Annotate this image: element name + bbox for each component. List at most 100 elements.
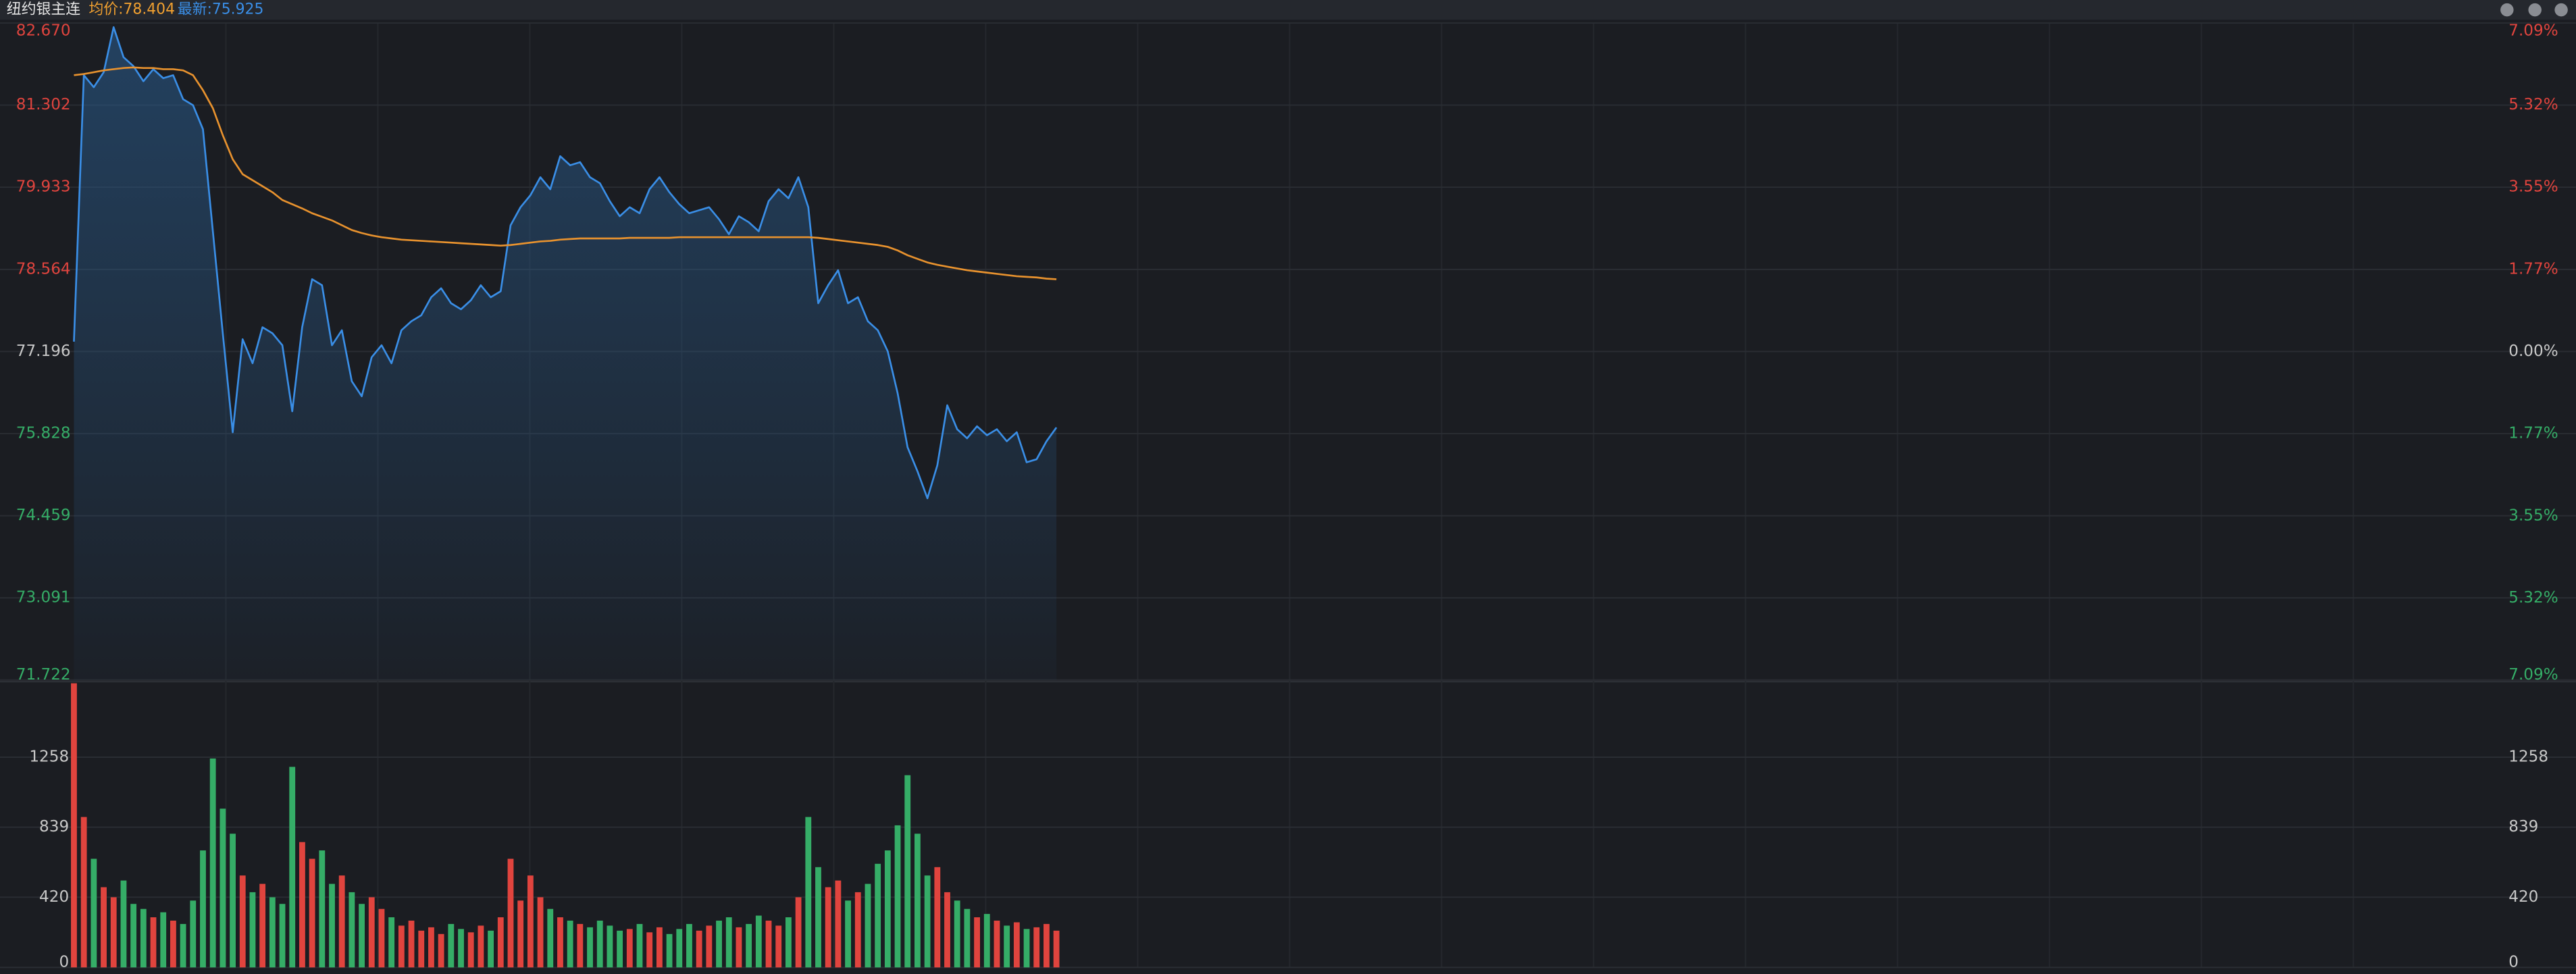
price-line: [74, 66, 1057, 280]
volume-bar: [924, 875, 931, 968]
header-bar: [0, 0, 2576, 20]
settings-button[interactable]: [2554, 3, 2568, 17]
y-tick-label: 78.564: [16, 260, 71, 278]
y2-tick-label: 1258: [2508, 748, 2548, 765]
volume-bar: [636, 923, 643, 968]
volume-bar: [646, 932, 653, 968]
volume-bar: [497, 917, 504, 968]
volume-bar: [676, 929, 683, 968]
volume-bar: [101, 887, 107, 968]
y2-tick-label: 1.77%: [2508, 260, 2558, 278]
volume-bar: [428, 927, 434, 968]
volume-bar: [398, 925, 405, 968]
y2-tick-label: 839: [2508, 818, 2538, 836]
volume-bar: [666, 933, 673, 968]
volume-bar: [200, 850, 206, 968]
volume-bar: [854, 892, 861, 968]
volume-bar: [408, 920, 415, 968]
volume-bar: [617, 930, 623, 968]
y2-tick-label: 7.09%: [2508, 22, 2558, 40]
volume-bar: [80, 817, 87, 968]
volume-bar: [438, 933, 444, 968]
y-tick-label: 75.828: [16, 424, 71, 442]
volume-bar: [120, 880, 127, 968]
volume-bar: [488, 930, 494, 968]
y-tick-label: 839: [39, 818, 69, 836]
volume-bar: [577, 923, 584, 968]
volume-bar: [110, 897, 117, 968]
volume-bar: [378, 908, 385, 968]
y-tick-label: 1258: [29, 748, 69, 765]
volume-bar: [686, 923, 692, 968]
y2-tick-label: 5.32%: [2508, 589, 2558, 607]
volume-bar: [418, 930, 425, 968]
volume-bar: [71, 683, 77, 968]
volume-bar: [983, 914, 990, 968]
y-tick-label: 79.933: [16, 178, 71, 196]
volume-bar: [547, 908, 554, 968]
volume-bar: [626, 929, 633, 968]
y-tick-label: 77.196: [16, 342, 71, 360]
volume-bar: [596, 920, 603, 968]
y2-tick-label: 1.77%: [2508, 424, 2558, 442]
volume-bar: [1044, 923, 1050, 968]
volume-bar: [835, 880, 842, 968]
volume-bar: [448, 923, 455, 968]
volume-bar: [478, 925, 484, 968]
volume-bar: [517, 900, 524, 968]
volume-bar: [170, 920, 176, 968]
volume-bar: [220, 809, 226, 968]
volume-bar: [725, 917, 732, 968]
volume-bar: [765, 920, 772, 968]
y2-tick-label: 0.00%: [2508, 342, 2558, 360]
volume-bar: [319, 850, 326, 968]
volume-bar: [944, 892, 950, 968]
volume-bar: [537, 897, 544, 968]
volume-bar: [755, 915, 762, 968]
volume-bar: [527, 875, 534, 968]
header-avg: 均价:78.404: [88, 1, 175, 18]
zoom-out-button[interactable]: [2528, 3, 2542, 17]
volume-bar: [656, 927, 663, 968]
volume-bar: [567, 920, 573, 968]
volume-bar: [209, 758, 216, 968]
volume-bar: [904, 775, 911, 968]
volume-bar: [815, 867, 821, 968]
header-latest: 最新:75.925: [178, 1, 264, 18]
volume-bar: [329, 883, 335, 968]
y2-tick-label: 3.55%: [2508, 507, 2558, 524]
y2-tick-label: 3.55%: [2508, 178, 2558, 195]
y2-tick-label: 420: [2508, 888, 2538, 906]
volume-bar: [865, 883, 871, 968]
volume-bar: [736, 927, 742, 968]
volume-bar: [150, 917, 157, 968]
volume-bar: [269, 897, 276, 968]
volume-bar: [130, 904, 137, 968]
volume-bar: [915, 834, 921, 968]
volume-bar: [884, 850, 891, 968]
volume-bar: [716, 920, 722, 968]
volume-bar: [507, 858, 514, 968]
volume-bar: [805, 817, 812, 968]
volume-bar: [795, 897, 802, 968]
volume-bar: [775, 925, 782, 968]
volume-bar: [1023, 929, 1030, 968]
volume-bar: [587, 927, 593, 968]
volume-bar: [299, 842, 305, 968]
volume-bar: [825, 887, 831, 968]
volume-bar: [557, 917, 563, 968]
volume-bar: [230, 834, 236, 968]
volume-bar: [934, 867, 941, 968]
volume-bar: [368, 897, 375, 968]
volume-bar: [875, 863, 881, 968]
volume-bar: [696, 930, 702, 968]
volume-bar: [458, 929, 464, 968]
volume-bar: [785, 917, 792, 968]
y2-tick-label: 7.09%: [2508, 666, 2558, 684]
zoom-in-button[interactable]: [2500, 3, 2514, 17]
y2-tick-label: 0: [2508, 953, 2519, 971]
volume-bar: [309, 858, 315, 968]
volume-bar: [359, 904, 365, 968]
y-tick-label: 420: [39, 888, 69, 906]
